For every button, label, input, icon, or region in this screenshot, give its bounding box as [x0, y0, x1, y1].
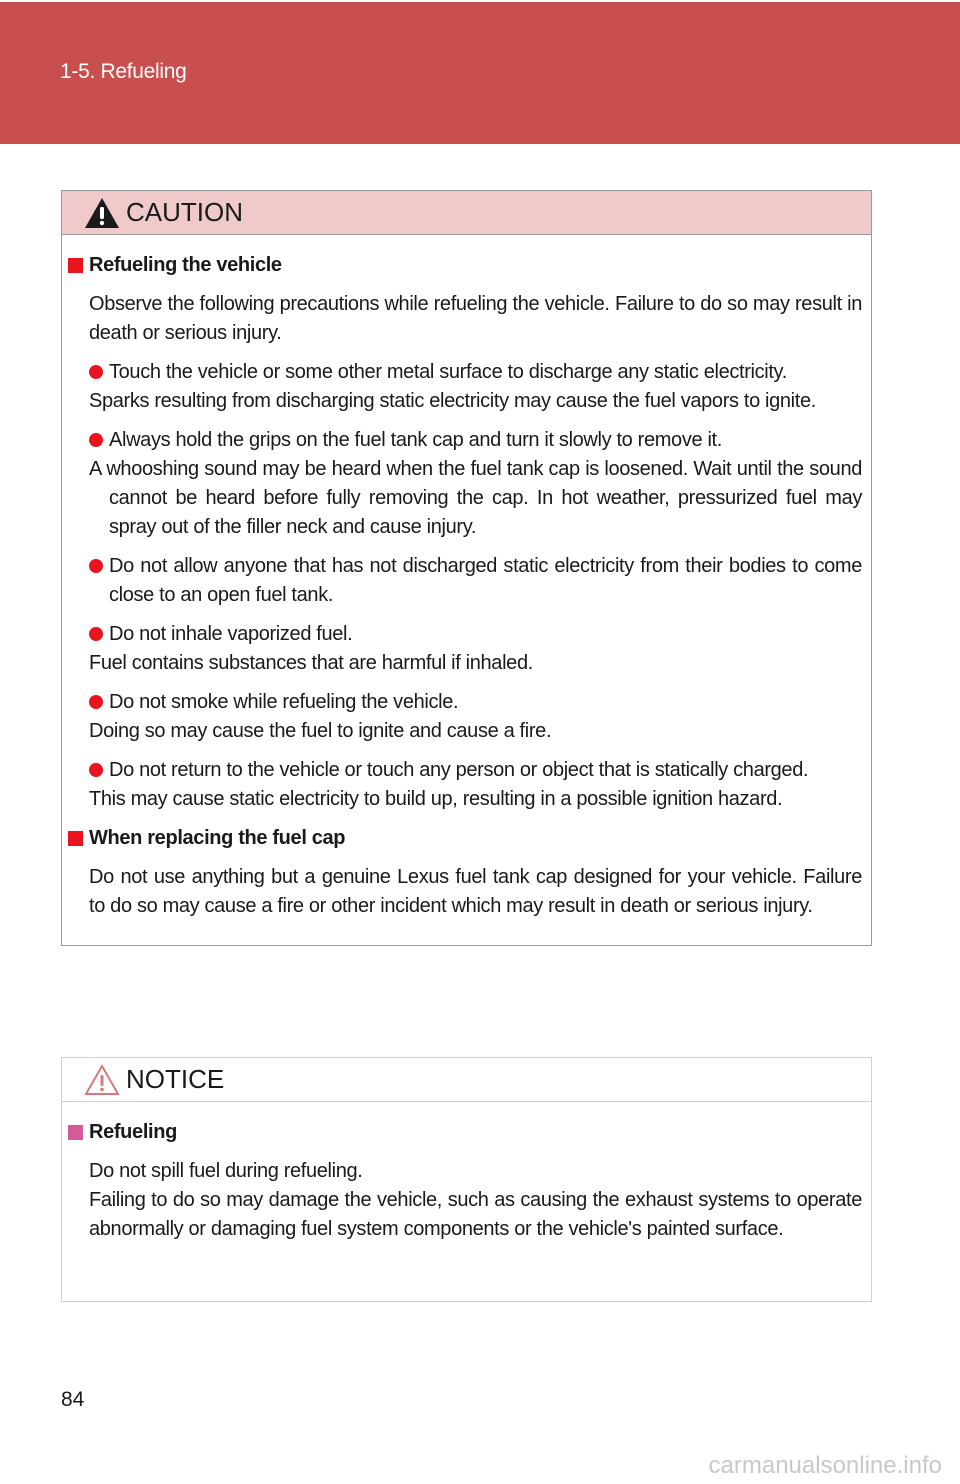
bullet-text: Do not smoke while refueling the vehicle…: [109, 691, 459, 713]
notice-header: NOTICE: [62, 1058, 871, 1102]
bullet-item: Do not smoke while refueling the vehicle…: [68, 688, 862, 746]
section-heading: Refueling the vehicle: [68, 251, 862, 280]
paragraph: Observe the following precautions while …: [89, 293, 862, 344]
caution-box: CAUTION Refueling the vehicle Observe th…: [61, 190, 872, 946]
bullet-text: Doing so may cause the fuel to ignite an…: [89, 720, 552, 742]
bullet-item: Do not inhale vaporized fuel. Fuel contai…: [68, 620, 862, 678]
bullet-item: Do not return to the vehicle or touch an…: [68, 756, 862, 814]
bullet-dot-icon: [89, 365, 103, 379]
warning-outline-icon: [84, 1063, 120, 1095]
red-square-icon: [68, 258, 83, 273]
bullet-dot-icon: [89, 763, 103, 777]
bullet-text: Do not inhale vaporized fuel.: [109, 623, 353, 645]
caution-header: CAUTION: [62, 191, 871, 235]
bullet-dot-icon: [89, 559, 103, 573]
watermark: carmanualsonline.info: [708, 1452, 942, 1479]
bullet-text: Do not allow anyone that has not dischar…: [109, 555, 862, 606]
notice-title: NOTICE: [126, 1064, 225, 1094]
bullet-item: Do not allow anyone that has not dischar…: [68, 552, 862, 610]
bullet-text: Touch the vehicle or some other metal su…: [109, 361, 787, 383]
bullet-text: Do not return to the vehicle or touch an…: [109, 759, 809, 781]
pink-square-icon: [68, 1125, 83, 1140]
page-number: 84: [61, 1388, 85, 1411]
bullet-item: Touch the vehicle or some other metal su…: [68, 358, 862, 416]
bullet-text: Always hold the grips on the fuel tank c…: [109, 429, 722, 451]
bullet-dot-icon: [89, 433, 103, 447]
warning-triangle-icon: [85, 197, 119, 228]
section-heading: Refueling: [68, 1118, 862, 1147]
section-heading: When replacing the fuel cap: [68, 824, 862, 853]
bullet-text: Sparks resulting from discharging static…: [89, 390, 816, 412]
bullet-text: This may cause static electricity to bui…: [89, 788, 783, 810]
notice-box: NOTICE Refueling Do not spill fuel durin…: [61, 1057, 872, 1302]
bullet-dot-icon: [89, 695, 103, 709]
paragraph: Do not spill fuel during refueling. Fail…: [89, 1160, 862, 1240]
section-banner: 1-5. Refueling: [0, 2, 960, 144]
paragraph: Do not use anything but a genuine Lexus …: [89, 866, 862, 917]
bullet-text: Fuel contains substances that are harmfu…: [89, 652, 533, 674]
bullet-text: A whooshing sound may be heard when the …: [89, 458, 862, 538]
bullet-dot-icon: [89, 627, 103, 641]
red-square-icon: [68, 831, 83, 846]
bullet-item: Always hold the grips on the fuel tank c…: [68, 426, 862, 542]
section-title: 1-5. Refueling: [60, 60, 187, 83]
caution-title: CAUTION: [126, 197, 243, 227]
